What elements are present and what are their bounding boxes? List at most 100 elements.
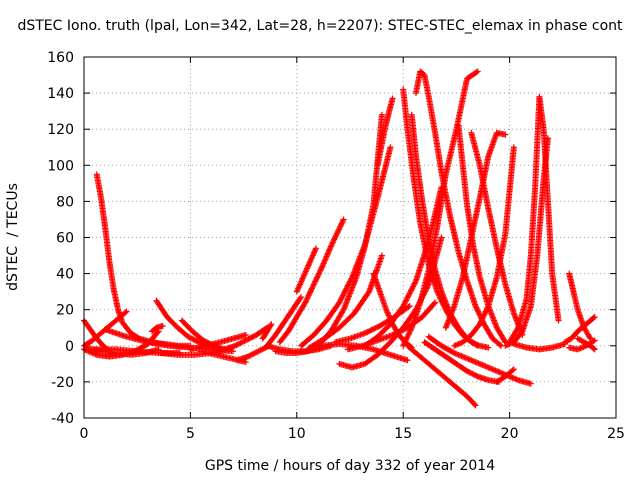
- data-point: [304, 293, 311, 300]
- data-point: [248, 334, 255, 341]
- data-point: [485, 344, 492, 351]
- data-point: [246, 352, 253, 359]
- data-point: [312, 277, 319, 284]
- data-point: [474, 307, 481, 314]
- data-point: [312, 245, 319, 252]
- data-point: [315, 271, 322, 278]
- data-point: [232, 342, 239, 349]
- data-point: [303, 296, 310, 303]
- data-point: [304, 295, 311, 302]
- data-point: [251, 350, 258, 357]
- data-point: [478, 316, 485, 323]
- data-point: [431, 300, 438, 307]
- data-point: [307, 288, 314, 295]
- data-point: [361, 330, 368, 337]
- data-point: [268, 321, 275, 328]
- data-point: [590, 345, 597, 352]
- data-point: [311, 280, 318, 287]
- data-point: [260, 345, 267, 352]
- chart-title: dSTEC Iono. truth (lpal, Lon=342, Lat=28…: [17, 18, 623, 34]
- data-point: [555, 317, 562, 324]
- data-point: [250, 333, 257, 340]
- data-point: [590, 314, 597, 321]
- data-point: [240, 338, 247, 345]
- data-point: [255, 348, 262, 355]
- data-point: [477, 319, 484, 326]
- y-tick-label: 0: [65, 339, 74, 355]
- y-tick-label: 20: [56, 303, 74, 319]
- data-point: [310, 281, 317, 288]
- data-point: [480, 314, 487, 321]
- y-tick-label: 80: [56, 194, 74, 210]
- data-point: [370, 326, 377, 333]
- data-point: [464, 368, 471, 375]
- data-point: [242, 337, 249, 344]
- data-point: [193, 337, 200, 344]
- data-point: [306, 289, 313, 296]
- data-point: [317, 267, 324, 274]
- data-point: [314, 274, 321, 281]
- data-point: [470, 371, 477, 378]
- data-point: [259, 346, 266, 353]
- data-point: [340, 216, 347, 223]
- data-point: [465, 368, 472, 375]
- data-point: [306, 291, 313, 298]
- data-point: [201, 338, 208, 345]
- data-point: [402, 337, 409, 344]
- y-tick-label: -40: [51, 411, 74, 427]
- data-point: [247, 352, 254, 359]
- y-tick-label: 60: [56, 231, 74, 247]
- data-point: [591, 337, 598, 344]
- data-point: [473, 69, 480, 76]
- data-point: [313, 275, 320, 282]
- data-point: [501, 337, 508, 344]
- y-tick-label: 100: [47, 158, 74, 174]
- data-point: [404, 334, 411, 341]
- x-tick-label: 0: [80, 426, 89, 442]
- data-point: [246, 335, 253, 342]
- data-point: [371, 325, 378, 332]
- y-tick-label: 40: [56, 267, 74, 283]
- data-point: [471, 401, 478, 408]
- data-point: [190, 336, 197, 343]
- data-point: [479, 315, 486, 322]
- data-point: [474, 342, 481, 349]
- x-tick-label: 25: [607, 426, 625, 442]
- data-point: [401, 326, 408, 333]
- data-point: [314, 273, 321, 280]
- data-point: [189, 335, 196, 342]
- data-point: [244, 353, 251, 360]
- data-point: [305, 292, 312, 299]
- data-point: [484, 304, 491, 311]
- data-point: [242, 331, 249, 338]
- data-point: [318, 266, 325, 273]
- data-point: [473, 305, 480, 312]
- data-point: [238, 339, 245, 346]
- data-point: [318, 264, 325, 271]
- data-point: [475, 308, 482, 315]
- x-tick-label: 5: [186, 426, 195, 442]
- data-point: [472, 372, 479, 379]
- data-point: [378, 111, 385, 118]
- data-point: [241, 338, 248, 345]
- x-tick-label: 15: [394, 426, 412, 442]
- data-point: [254, 348, 261, 355]
- data-point: [309, 284, 316, 291]
- data-point: [404, 333, 411, 340]
- data-point: [316, 270, 323, 277]
- data-point: [365, 328, 372, 335]
- data-point: [449, 349, 456, 356]
- data-point: [405, 303, 412, 310]
- y-tick-label: 120: [47, 122, 74, 138]
- data-point: [432, 299, 439, 306]
- data-point: [469, 370, 476, 377]
- y-tick-label: -20: [51, 375, 74, 391]
- data-point: [400, 326, 407, 333]
- data-point: [483, 307, 490, 314]
- data-point: [482, 308, 489, 315]
- data-point: [473, 372, 480, 379]
- data-point: [185, 333, 192, 340]
- data-point: [302, 299, 309, 306]
- axis-ticks: 0 5 10 15 20 25 -40 -20 0 20 40 60 80 100 120 140 160: [47, 50, 625, 442]
- data-point: [367, 327, 374, 334]
